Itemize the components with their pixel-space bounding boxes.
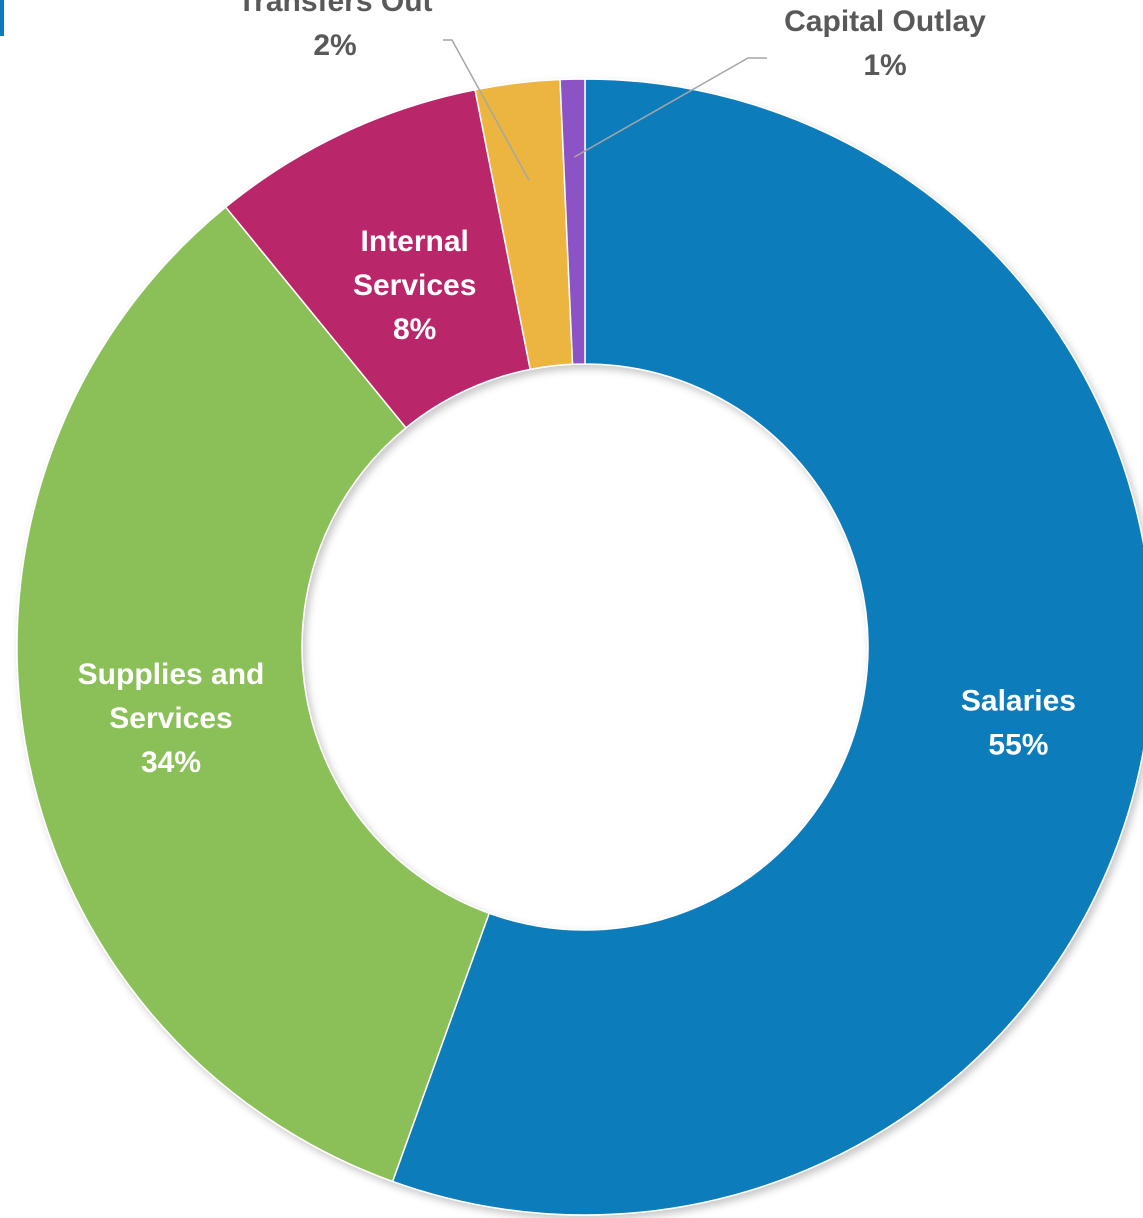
slice-internal-services — [224, 88, 532, 429]
leader-line-capital-outlay — [573, 57, 767, 158]
label-salaries: Salaries 55% — [961, 685, 1076, 762]
corner-accent — [0, 0, 4, 36]
label-pct-internal-services: 8% — [393, 313, 436, 346]
label-text-capital-outlay: Capital Outlay — [784, 5, 986, 38]
slice-supplies-and-services — [16, 206, 491, 1183]
label-pct-capital-outlay: 1% — [863, 49, 906, 82]
donut-slices — [16, 78, 1143, 1216]
label-text-salaries: Salaries — [961, 685, 1076, 718]
label-internal-services: Internal Services 8% — [353, 225, 476, 346]
label-supplies-and-services: Supplies and Services 34% — [78, 658, 265, 779]
label-pct-salaries: 55% — [988, 729, 1048, 762]
label-transfers-out: Transfers Out 2% — [237, 0, 432, 62]
leader-lines — [443, 39, 767, 181]
leader-line-transfers-out — [443, 39, 530, 181]
label-capital-outlay: Capital Outlay 1% — [784, 5, 986, 82]
slice-capital-outlay — [559, 78, 586, 366]
label-text-transfers-out: Transfers Out — [237, 0, 432, 18]
data-labels: Salaries 55% Supplies and Services 34% Intern… — [78, 0, 1076, 779]
label-text-internal-services: Services — [353, 269, 476, 302]
label-text-supplies-and-services: Supplies and — [78, 658, 265, 691]
slice-salaries — [391, 78, 1143, 1216]
label-pct-supplies-and-services: 34% — [141, 746, 201, 779]
label-text-internal-services: Internal — [361, 225, 469, 258]
label-pct-transfers-out: 2% — [313, 29, 356, 62]
label-text-supplies-and-services: Services — [109, 702, 232, 735]
